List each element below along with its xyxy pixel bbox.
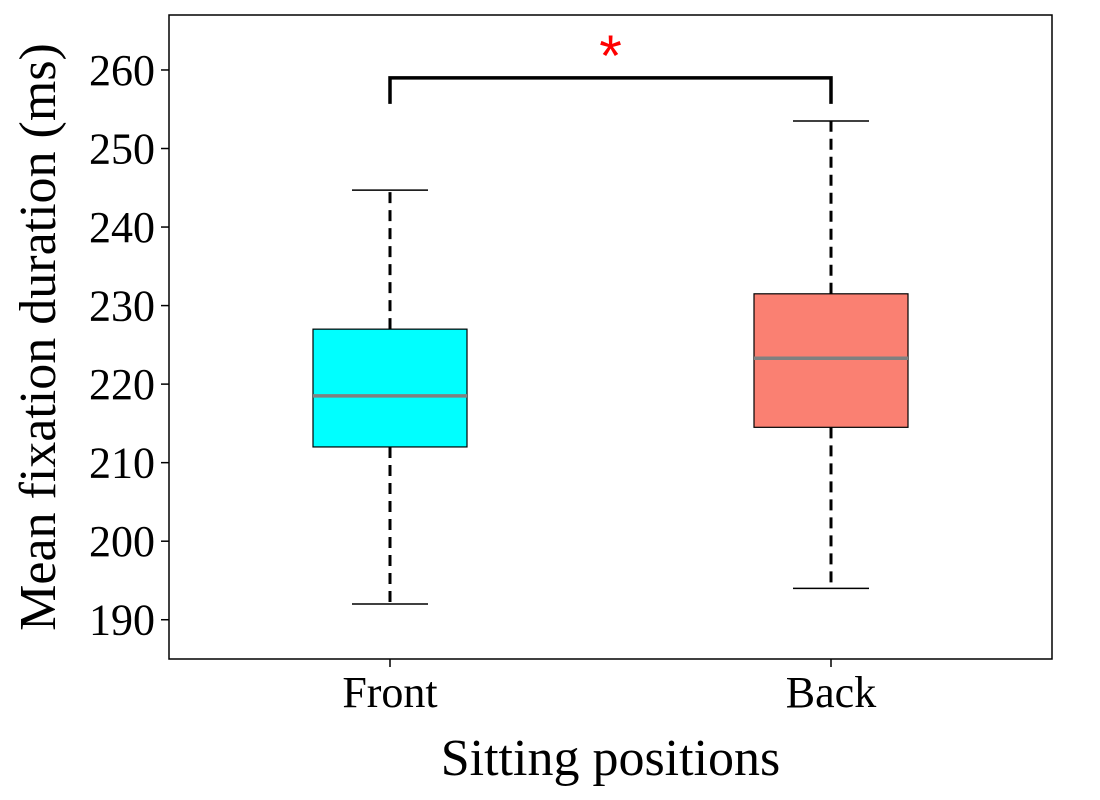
boxes-layer [312, 120, 909, 605]
y-tick-label: 190 [89, 596, 155, 645]
box-iqr [312, 328, 468, 448]
y-axis-title: Mean fixation duration (ms) [10, 43, 67, 631]
y-tick-label: 220 [89, 360, 155, 409]
x-tick-label: Back [786, 668, 876, 717]
box-iqr [753, 293, 909, 428]
y-tick-label: 230 [89, 282, 155, 331]
x-tick-label: Front [342, 668, 437, 717]
y-tick-label: 200 [89, 517, 155, 566]
x-axis-title: Sitting positions [441, 730, 781, 787]
significance-annotation: * [388, 24, 833, 104]
significance-star: * [599, 24, 622, 89]
y-tick-label: 260 [89, 46, 155, 95]
y-axis: 190 200 210 220 230 240 250 260 [89, 46, 169, 645]
significance-bracket [388, 76, 833, 104]
plot-frame [168, 14, 1053, 660]
y-tick-label: 210 [89, 439, 155, 488]
box-front [312, 189, 468, 605]
y-tick-label: 250 [89, 125, 155, 174]
y-tick-label: 240 [89, 203, 155, 252]
x-axis: Front Back [342, 659, 876, 717]
box-back [753, 120, 909, 590]
